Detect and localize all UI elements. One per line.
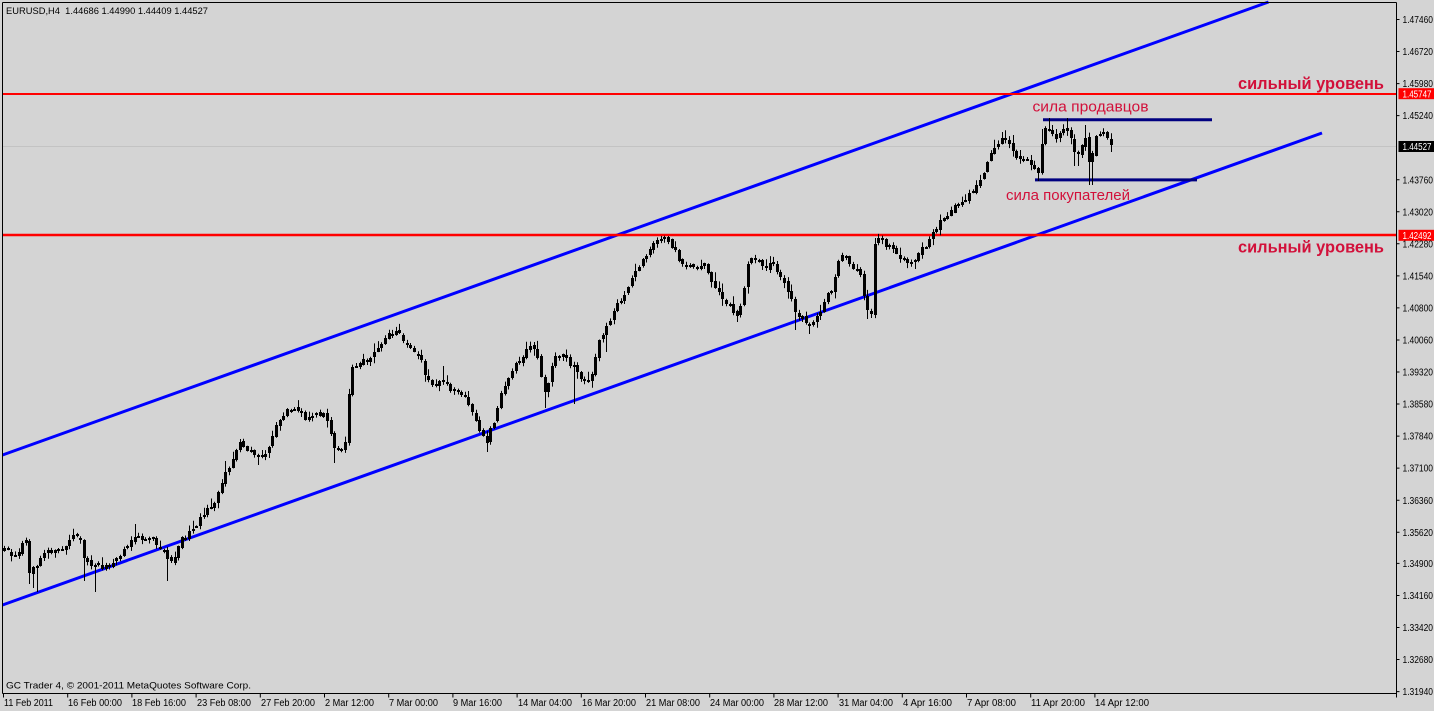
svg-text:EURUSD,H4 1.44686 1.44990 1.4: EURUSD,H4 1.44686 1.44990 1.44409 1.4452…: [6, 6, 208, 17]
svg-text:16 Mar 20:00: 16 Mar 20:00: [582, 698, 636, 709]
svg-text:1.37840: 1.37840: [1403, 432, 1434, 443]
svg-text:1.41540: 1.41540: [1403, 272, 1434, 283]
svg-text:7 Mar 00:00: 7 Mar 00:00: [389, 698, 438, 709]
svg-text:2 Mar 12:00: 2 Mar 12:00: [325, 698, 374, 709]
svg-text:1.43760: 1.43760: [1403, 175, 1434, 186]
svg-text:1.40060: 1.40060: [1403, 336, 1434, 347]
svg-text:1.40800: 1.40800: [1403, 304, 1434, 315]
svg-text:сила продавцов: сила продавцов: [1033, 99, 1149, 116]
svg-text:23 Feb 08:00: 23 Feb 08:00: [197, 698, 251, 709]
svg-text:11 Apr 20:00: 11 Apr 20:00: [1031, 698, 1085, 709]
svg-text:16 Feb 00:00: 16 Feb 00:00: [68, 698, 122, 709]
svg-text:1.34160: 1.34160: [1403, 591, 1434, 602]
svg-text:1.44527: 1.44527: [1403, 142, 1432, 153]
svg-text:1.31940: 1.31940: [1403, 687, 1434, 698]
svg-text:1.45747: 1.45747: [1403, 89, 1432, 100]
svg-text:сила покупателей: сила покупателей: [1006, 187, 1130, 204]
svg-text:1.45980: 1.45980: [1403, 79, 1434, 90]
svg-text:9 Mar 16:00: 9 Mar 16:00: [453, 698, 502, 709]
svg-text:1.38580: 1.38580: [1403, 400, 1434, 411]
svg-text:1.46720: 1.46720: [1403, 47, 1434, 58]
svg-text:24 Mar 00:00: 24 Mar 00:00: [710, 698, 764, 709]
svg-text:14 Mar 04:00: 14 Mar 04:00: [518, 698, 572, 709]
svg-text:28 Mar 12:00: 28 Mar 12:00: [774, 698, 828, 709]
svg-text:сильный уровень: сильный уровень: [1238, 74, 1384, 93]
svg-text:1.35620: 1.35620: [1403, 528, 1434, 539]
svg-text:1.37100: 1.37100: [1403, 464, 1434, 475]
svg-text:сильный уровень: сильный уровень: [1238, 238, 1384, 257]
svg-text:1.42492: 1.42492: [1403, 231, 1432, 242]
svg-text:GC Trader 4, © 2001-2011 MetaQ: GC Trader 4, © 2001-2011 MetaQuotes Soft…: [6, 681, 251, 692]
svg-text:1.32680: 1.32680: [1403, 655, 1434, 666]
svg-text:1.34900: 1.34900: [1403, 559, 1434, 570]
svg-text:1.36360: 1.36360: [1403, 496, 1434, 507]
svg-text:14 Apr 12:00: 14 Apr 12:00: [1095, 698, 1149, 709]
svg-text:1.33420: 1.33420: [1403, 623, 1434, 634]
svg-text:4 Apr 16:00: 4 Apr 16:00: [903, 698, 952, 709]
svg-text:7 Apr 08:00: 7 Apr 08:00: [967, 698, 1016, 709]
svg-text:1.43020: 1.43020: [1403, 207, 1434, 218]
svg-text:1.45240: 1.45240: [1403, 111, 1434, 122]
svg-text:1.39320: 1.39320: [1403, 368, 1434, 379]
svg-text:21 Mar 08:00: 21 Mar 08:00: [646, 698, 700, 709]
svg-text:1.47460: 1.47460: [1403, 15, 1434, 26]
svg-text:31 Mar 04:00: 31 Mar 04:00: [839, 698, 893, 709]
svg-text:11 Feb 2011: 11 Feb 2011: [4, 698, 53, 709]
svg-text:18 Feb 16:00: 18 Feb 16:00: [132, 698, 186, 709]
svg-text:1.42280: 1.42280: [1403, 239, 1434, 250]
svg-text:27 Feb 20:00: 27 Feb 20:00: [261, 698, 315, 709]
